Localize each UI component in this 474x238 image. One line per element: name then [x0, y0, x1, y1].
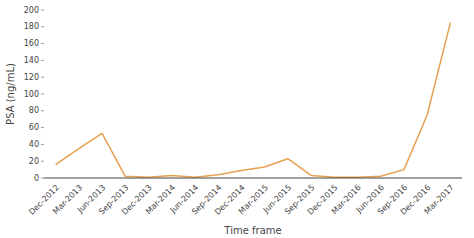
y-tick	[41, 60, 44, 61]
y-tick-label: 120	[24, 73, 39, 82]
x-tick-label: Mar-2017	[423, 183, 456, 216]
y-tick-label: 100	[24, 90, 39, 99]
y-axis-label: PSA (ng/mL)	[5, 63, 16, 125]
y-tick-label: 180	[24, 22, 39, 31]
y-tick	[41, 77, 44, 78]
plot-area	[56, 23, 451, 178]
y-tick	[41, 10, 44, 11]
y-tick-label: 140	[24, 56, 39, 65]
y-tick	[41, 26, 44, 27]
y-tick-label: 40	[29, 140, 39, 149]
y-tick	[41, 43, 44, 44]
x-axis-line	[44, 177, 462, 178]
y-tick	[41, 178, 44, 179]
chart: 020406080100120140160180200Dec-2012Mar-2…	[0, 0, 474, 238]
y-tick	[41, 110, 44, 111]
y-tick-label: 160	[24, 39, 39, 48]
y-tick	[41, 161, 44, 162]
line	[56, 23, 451, 178]
y-tick-label: 20	[29, 157, 39, 166]
y-tick	[41, 127, 44, 128]
x-axis-label: Time frame	[223, 225, 281, 236]
y-tick-label: 60	[29, 123, 39, 132]
y-tick	[41, 144, 44, 145]
y-tick-label: 0	[34, 174, 39, 183]
y-tick-label: 200	[24, 6, 39, 15]
y-tick-label: 80	[29, 106, 39, 115]
y-tick	[41, 94, 44, 95]
